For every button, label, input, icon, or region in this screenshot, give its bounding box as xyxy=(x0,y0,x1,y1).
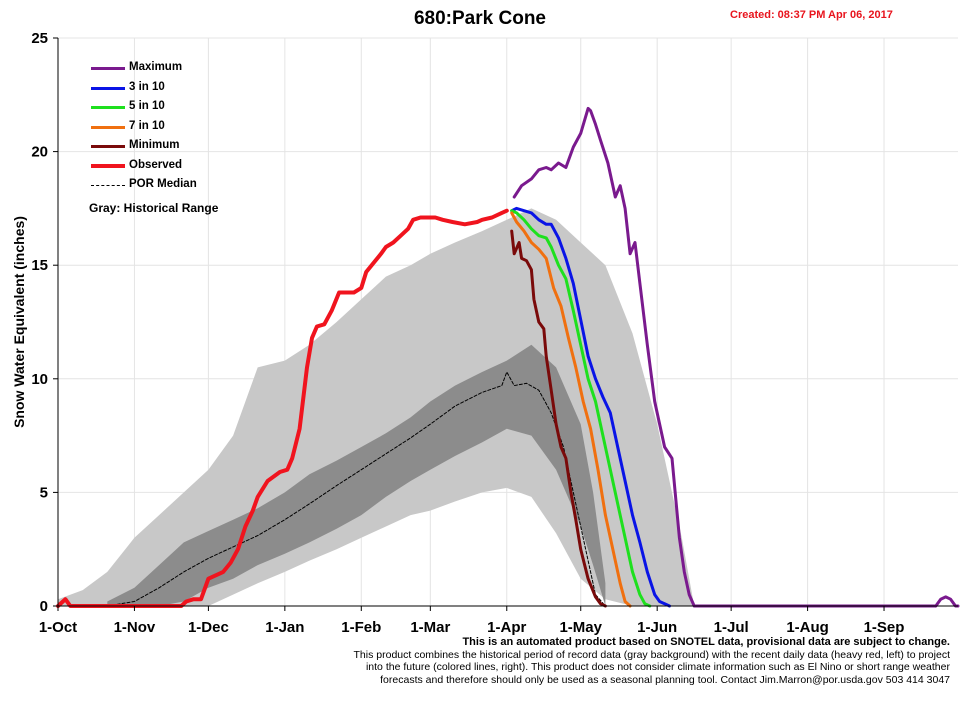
x-tick-label: 1-Sep xyxy=(864,619,905,636)
disclaimer-line-2: This product combines the historical per… xyxy=(353,648,950,661)
y-tick-label: 10 xyxy=(31,371,48,388)
chart-legend: Maximum 3 in 10 5 in 10 7 in 10 Minimum … xyxy=(85,58,218,218)
y-tick-label: 15 xyxy=(31,257,48,274)
legend-item-7in10: 7 in 10 xyxy=(85,117,218,137)
legend-label-minimum: Minimum xyxy=(129,139,180,151)
legend-label-median: POR Median xyxy=(129,178,197,190)
disclaimer-line-4: forecasts and therefore should only be u… xyxy=(380,673,950,686)
legend-swatch-maximum xyxy=(91,67,125,70)
x-tick-label: 1-Apr xyxy=(487,619,526,636)
x-tick-label: 1-Jul xyxy=(714,619,749,636)
series-3-in-10 xyxy=(510,206,671,608)
legend-label-observed: Observed xyxy=(129,158,183,171)
y-tick-label: 25 xyxy=(31,30,48,47)
legend-label-7in10: 7 in 10 xyxy=(129,119,165,132)
disclaimer-line-3: into the future (colored lines, right). … xyxy=(365,661,950,673)
x-tick-label: 1-Nov xyxy=(114,619,156,636)
y-tick-label: 5 xyxy=(40,484,48,501)
series-observed xyxy=(56,208,509,608)
legend-gray-note: Gray: Historical Range xyxy=(89,200,219,215)
created-timestamp: Created: 08:37 PM Apr 06, 2017 xyxy=(730,9,893,21)
series-minimum xyxy=(510,229,607,608)
series-5-in-10 xyxy=(510,209,652,608)
legend-swatch-7in10 xyxy=(91,125,125,129)
x-tick-label: 1-Mar xyxy=(410,619,450,636)
legend-item-median: POR Median xyxy=(85,175,218,195)
tick-labels: 0 5 10 15 20 25 1-Oct 1-Nov 1-Dec 1-Jan 1-Feb 1-Mar… xyxy=(11,30,904,636)
legend-swatch-observed xyxy=(91,163,125,168)
x-tick-label: 1-Dec xyxy=(188,619,229,636)
x-tick-label: 1-May xyxy=(559,619,602,636)
legend-swatch-5in10 xyxy=(91,106,125,109)
legend-item-3in10: 3 in 10 xyxy=(85,78,218,98)
band-interquartile-range xyxy=(107,344,606,606)
disclaimer: This is an automated product based on SN… xyxy=(50,636,950,686)
series-lines xyxy=(56,106,960,608)
legend-swatch-3in10 xyxy=(91,86,125,90)
series-7-in-10 xyxy=(510,211,632,608)
legend-label-5in10: 5 in 10 xyxy=(129,100,165,112)
legend-item-minimum: Minimum xyxy=(85,136,218,156)
legend-swatch-minimum xyxy=(91,145,125,148)
x-tick-label: 1-Aug xyxy=(786,619,829,636)
series-maximum xyxy=(512,106,696,608)
chart-title: 680:Park Cone xyxy=(413,8,546,29)
disclaimer-line-1: This is an automated product based on SN… xyxy=(462,636,950,648)
legend-swatch-median xyxy=(91,185,125,186)
y-tick-label: 20 xyxy=(31,144,48,161)
x-tick-label: 1-Jan xyxy=(265,619,304,636)
legend-item-observed: Observed xyxy=(85,156,218,176)
legend-label-maximum: Maximum xyxy=(129,61,183,73)
historical-bands xyxy=(58,208,695,606)
legend-item-5in10: 5 in 10 xyxy=(85,97,218,117)
x-tick-label: 1-Oct xyxy=(39,619,77,636)
x-tick-label: 1-Jun xyxy=(637,619,677,636)
legend-label-3in10: 3 in 10 xyxy=(129,80,165,93)
series-late-season-tail xyxy=(934,595,960,608)
x-tick-label: 1-Feb xyxy=(341,619,381,636)
legend-item-maximum: Maximum xyxy=(85,58,218,78)
y-axis-label: Snow Water Equivalent (inches) xyxy=(11,216,27,428)
y-tick-label: 0 xyxy=(40,598,48,615)
